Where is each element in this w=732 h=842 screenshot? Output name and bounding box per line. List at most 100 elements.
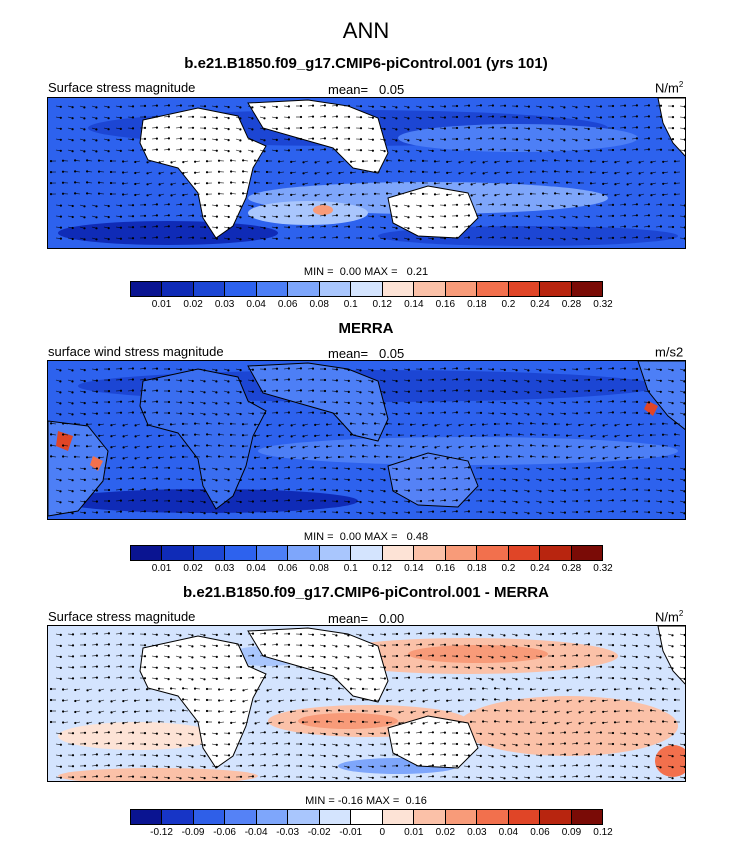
vector-arrowhead [302, 457, 305, 460]
vector-arrowhead [443, 775, 447, 778]
vector-arrowhead [251, 106, 254, 109]
vector-arrowhead [134, 160, 137, 164]
colorbar-tick-label: 0.16 [435, 563, 456, 574]
vector-arrowhead [527, 380, 530, 383]
vector-arrowhead [359, 634, 362, 637]
vector-arrowhead [239, 500, 242, 504]
vector-arrowhead [314, 161, 317, 164]
vector-arrowhead [203, 138, 207, 141]
vector-arrowhead [395, 676, 399, 680]
vector-arrowhead [515, 634, 518, 637]
vector-arrowhead [119, 499, 122, 502]
vector-arrowhead [482, 456, 485, 459]
vector-arrowhead [133, 699, 137, 702]
vector-arrowhead [551, 139, 554, 142]
vector-arrowhead [347, 667, 350, 670]
vector-arrowhead [446, 193, 449, 196]
vector-arrowhead [443, 149, 447, 152]
colorbar-tick-label: 0.08 [309, 299, 329, 310]
vector-arrowhead [158, 456, 161, 459]
vector-arrowhead [407, 467, 411, 470]
vector-arrowhead [602, 699, 605, 702]
vector-arrowhead [167, 466, 171, 469]
vector-arrowhead [107, 390, 111, 393]
vector-arrowhead [383, 776, 387, 779]
colorbar-swatch [508, 546, 541, 560]
vector-arrowhead [683, 138, 685, 141]
vector-arrowhead [119, 632, 122, 635]
vector-arrowhead [386, 688, 389, 692]
vector-arrowhead [299, 148, 303, 152]
vector-arrowhead [527, 677, 530, 681]
vector-arrowhead [97, 170, 101, 173]
vector-arrowhead [359, 413, 362, 416]
vector-arrowhead [131, 138, 135, 141]
vector-arrowhead [659, 401, 662, 404]
vector-arrowhead [299, 764, 303, 768]
vector-arrowhead [623, 203, 627, 206]
vector-arrowhead [515, 478, 518, 482]
vector-arrowhead [611, 411, 615, 414]
vector-arrowhead [503, 645, 506, 648]
vector-arrowhead [350, 709, 353, 712]
vector-arrowhead [122, 435, 125, 438]
vector-arrowhead [373, 710, 377, 713]
vector-arrowhead [241, 445, 245, 448]
vector-arrowhead [470, 172, 473, 175]
vector-arrowhead [371, 468, 374, 471]
vector-arrowhead [647, 489, 651, 492]
vector-arrowhead [206, 422, 209, 425]
vector-arrowhead [602, 721, 605, 724]
vector-arrowhead [218, 444, 221, 447]
panel-3-field-band [298, 713, 398, 729]
vector-arrowhead [359, 105, 363, 108]
vector-arrowhead [650, 194, 653, 197]
vector-arrowhead [491, 390, 495, 393]
vector-arrowhead [395, 775, 399, 778]
vector-arrowhead [227, 501, 230, 504]
vector-arrowhead [95, 128, 98, 131]
vector-arrowhead [251, 401, 254, 404]
vector-arrowhead [575, 390, 579, 393]
vector-arrowhead [299, 378, 302, 381]
vector-arrowhead [383, 117, 386, 120]
vector-arrowhead [611, 488, 614, 491]
vector-arrowhead [169, 445, 173, 448]
vector-arrowhead [395, 412, 398, 416]
vector-arrowhead [649, 698, 653, 701]
vector-arrowhead [131, 466, 134, 469]
vector-arrowhead [469, 698, 473, 701]
vector-arrowhead [179, 777, 182, 780]
vector-arrowhead [386, 699, 389, 702]
colorbar-tick-label: 0.18 [467, 299, 487, 310]
colorbar-swatch [225, 282, 257, 296]
vector-arrowhead [145, 688, 149, 691]
vector-arrowhead [107, 139, 110, 142]
vector-arrowhead [131, 643, 135, 646]
vector-arrowhead [335, 467, 339, 470]
vector-arrowhead [503, 203, 507, 206]
vector-arrowhead [227, 237, 230, 241]
vector-arrowhead [313, 687, 317, 690]
vector-arrowhead [371, 380, 374, 383]
vector-arrowhead [683, 369, 685, 372]
vector-arrowhead [683, 226, 685, 229]
vector-arrowhead [134, 424, 137, 427]
vector-arrowhead [107, 477, 111, 481]
vector-arrowhead [361, 687, 365, 691]
vector-arrowhead [275, 499, 279, 502]
vector-arrowhead [131, 488, 134, 491]
vector-arrowhead [527, 149, 531, 152]
vector-arrowhead [419, 500, 423, 503]
vector-arrowhead [455, 753, 459, 757]
vector-arrowhead [95, 632, 99, 635]
vector-arrowhead [170, 194, 173, 197]
vector-arrowhead [455, 214, 459, 217]
vector-arrowhead [119, 237, 122, 240]
vector-arrowhead [239, 467, 242, 471]
vector-arrowhead [203, 369, 206, 372]
panel-2-map-svg [48, 361, 685, 519]
vector-arrowhead [347, 467, 350, 470]
vector-arrowhead [287, 654, 291, 657]
vector-arrowhead [347, 379, 350, 383]
